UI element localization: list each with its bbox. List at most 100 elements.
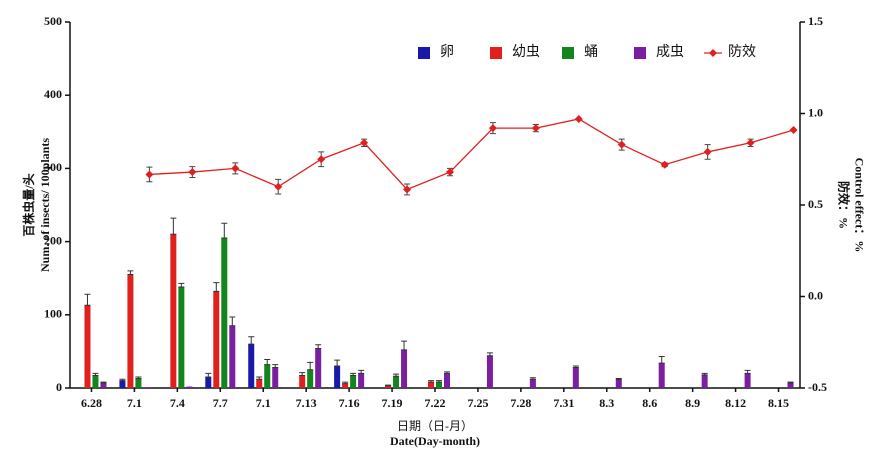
bar [334,366,341,388]
error-bar [127,270,134,276]
legend-swatch [490,47,502,59]
error-bar [701,372,708,376]
bar [393,376,400,388]
bar [205,377,212,388]
line [149,118,794,191]
error-bar [436,380,442,383]
bar [385,385,392,388]
error-bar [658,356,665,364]
point [145,170,154,179]
bar [264,364,271,388]
bar [213,291,220,388]
error-bar [444,371,450,374]
bar [529,379,536,388]
y2-tick-label: 1.0 [808,105,823,119]
point [660,160,669,169]
legend-swatch [418,47,430,59]
error-bar [84,293,91,306]
bar [350,375,357,388]
point [188,168,197,177]
x-tick-label: 7.7 [213,396,228,410]
error-bar [119,378,126,382]
bar [186,386,193,388]
bar [428,382,434,388]
error-bar [787,381,794,384]
x-tick-label: 8.3 [599,396,614,410]
y2-tick-label: -0.5 [808,380,827,394]
y-tick-label: 300 [44,160,62,174]
bar [436,382,442,388]
error-bar [572,365,579,369]
legend-label: 卵 [440,44,454,60]
y-tick-label: 500 [44,14,62,28]
legend-swatch [562,47,574,59]
x-tick-label: 8.15 [768,396,789,410]
bar [342,383,349,388]
point [617,140,626,149]
legend-marker [709,49,717,57]
x-label: 日期（日-月） [397,419,473,433]
bar [248,344,255,388]
bar [170,234,177,388]
x-tick-label: 6.28 [81,396,102,410]
error-bar [221,222,228,239]
bar [315,348,322,388]
y-tick-label: 100 [44,307,62,321]
bar [100,382,107,388]
error-bar [307,361,314,371]
point [231,164,240,173]
point [403,185,412,194]
error-bar [229,316,236,327]
point [574,114,583,123]
x-tick-label: 7.19 [382,396,403,410]
error-bar [615,377,622,380]
error-bar [178,282,185,288]
bar [658,363,665,388]
error-bar [401,340,408,351]
x-tick-label: 8.6 [642,396,657,410]
error-bar [529,377,536,380]
bar [229,325,236,388]
x-tick-label: 7.25 [467,396,488,410]
bar [307,369,314,388]
point [703,147,712,156]
bar [615,379,622,388]
point [446,168,454,177]
x-tick-label: 7.4 [170,396,185,410]
error-bar [486,352,493,357]
error-bar [100,381,107,384]
error-bar [385,384,392,387]
y2-tick-label: 0.5 [808,197,823,211]
error-bar [744,369,751,374]
bar [178,286,185,388]
bar [127,274,134,388]
error-bar [135,376,142,379]
error-bar [213,282,220,292]
bar [92,375,99,388]
error-bar [92,372,99,377]
point [488,124,497,133]
bar [486,355,493,388]
x-tick-label: 8.9 [685,396,700,410]
bar [701,374,708,388]
error-bar [256,376,263,380]
x-tick-label: 7.16 [339,396,360,410]
bar [221,237,228,388]
bar [119,380,126,388]
x-tick-label: 7.13 [296,396,317,410]
y-label: Num. of insects/ 100plants [38,138,52,272]
error-bar [299,372,306,377]
y-tick-label: 200 [44,233,62,247]
x-tick-label: 8.12 [725,396,746,410]
x-tick-label: 7.1 [127,396,142,410]
legend-label: 蛹 [584,44,598,60]
bar [256,379,263,388]
y2-label: Control effect：% [852,158,866,253]
bar [272,367,279,388]
error-bar [358,369,365,374]
bar [572,367,579,388]
x-tick-label: 7.22 [425,396,446,410]
error-bar [315,344,322,349]
y2-label: 防效：% [836,181,851,229]
legend-label: 成虫 [656,44,684,60]
